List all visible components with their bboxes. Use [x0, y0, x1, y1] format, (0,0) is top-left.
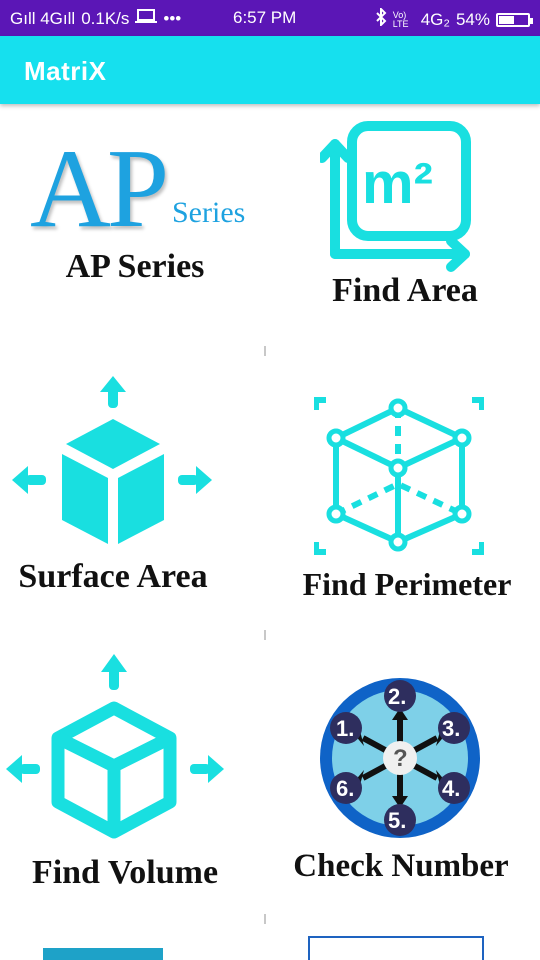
- question-mark: ?: [393, 745, 408, 772]
- signal-indicator: Gıll 4Gıll: [10, 8, 76, 28]
- tile-label-find-volume: Find Volume: [31, 854, 219, 891]
- digit-2: 2.: [388, 684, 407, 709]
- tile-label-check-number: Check Number: [293, 848, 509, 884]
- digit-5: 5.: [388, 808, 407, 833]
- volte-indicator: Vo) LTE: [392, 9, 409, 29]
- tile-find-perimeter[interactable]: Find Perimeter: [270, 374, 540, 624]
- tile-partial-left[interactable]: [43, 948, 163, 960]
- status-left: Gıll 4Gıll 0.1K/s •••: [10, 8, 181, 29]
- digit-6: 6.: [336, 776, 355, 801]
- digit-4: 4.: [442, 776, 461, 801]
- grid-divider: [264, 630, 266, 640]
- tile-ap-series[interactable]: AP Series AP Series: [0, 104, 270, 394]
- tile-find-area[interactable]: m² Find Area: [270, 104, 540, 394]
- check-number-icon: 2. 1. 3. 6. 4. 5. ?: [318, 676, 482, 840]
- surface-area-icon: [10, 374, 220, 554]
- ap-series-icon: AP Series: [30, 127, 260, 251]
- tile-label-surface-area: Surface Area: [18, 558, 208, 595]
- tile-surface-area[interactable]: Surface Area: [0, 374, 270, 624]
- tile-label-ap-series: AP Series: [65, 248, 205, 285]
- more-dots-icon: •••: [163, 8, 182, 28]
- ap-logo-small: Series: [172, 196, 246, 229]
- tile-label-find-area: Find Area: [332, 272, 478, 309]
- app-bar: MatriX: [0, 36, 540, 104]
- app-title: MatriX: [24, 56, 107, 86]
- digit-1: 1.: [336, 716, 355, 741]
- perimeter-icon: [314, 396, 484, 556]
- grid-divider: [264, 914, 266, 924]
- volume-icon: [4, 652, 228, 842]
- menu-grid: AP Series AP Series m² Find Area: [0, 104, 540, 960]
- grid-divider: [264, 346, 266, 356]
- battery-percent: 54%: [455, 9, 490, 29]
- network-type: 4G₂: [420, 9, 450, 29]
- status-bar: Gıll 4Gıll 0.1K/s ••• 6:57 PM Vo) LTE 4G…: [0, 0, 540, 36]
- tile-check-number[interactable]: 2. 1. 3. 6. 4. 5. ? Check Number: [270, 652, 540, 912]
- tile-find-volume[interactable]: Find Volume: [0, 652, 270, 912]
- tile-partial-right[interactable]: [308, 936, 484, 960]
- ap-logo-big: AP: [30, 127, 169, 251]
- area-icon: m²: [320, 114, 480, 274]
- laptop-icon: [135, 8, 158, 29]
- m2-text: m²: [362, 151, 433, 216]
- digit-3: 3.: [442, 716, 461, 741]
- tile-label-find-perimeter: Find Perimeter: [302, 566, 512, 602]
- bluetooth-icon: [375, 6, 387, 31]
- battery-icon: [496, 12, 533, 27]
- status-right: Vo) LTE 4G₂ 54%: [375, 6, 533, 31]
- network-speed: 0.1K/s: [81, 8, 130, 28]
- status-time: 6:57 PM: [233, 8, 297, 27]
